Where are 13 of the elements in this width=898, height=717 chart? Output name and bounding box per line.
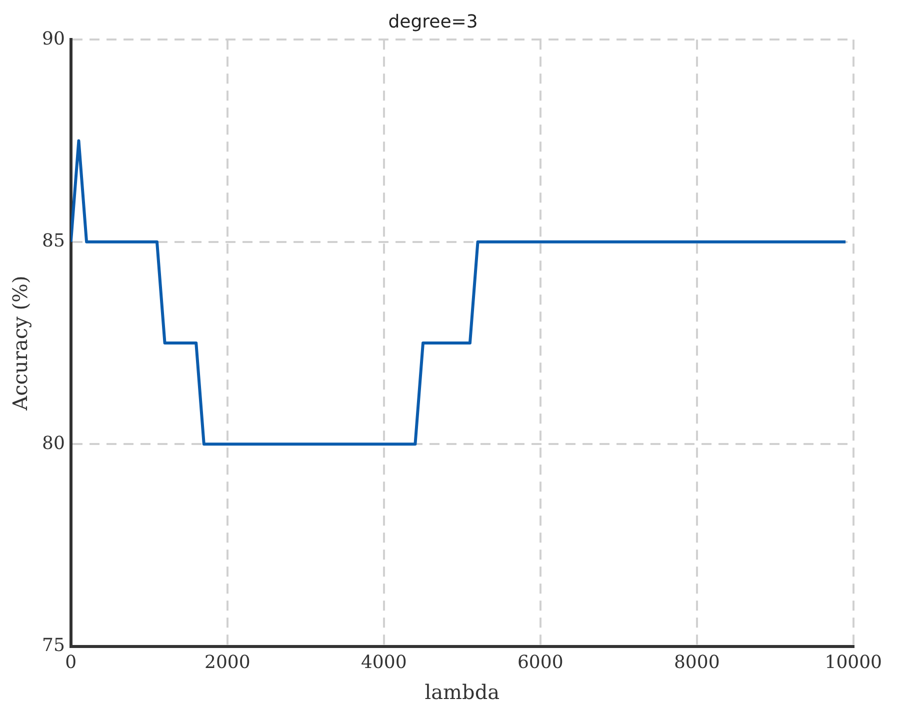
x-tick-label: 4000 (360, 652, 407, 673)
x-tick-label: 6000 (517, 652, 564, 673)
y-tick-label: 85 (42, 230, 65, 252)
y-tick-label: 80 (42, 432, 65, 454)
y-tick-label: 90 (42, 28, 65, 50)
x-tick-label: 0 (65, 652, 77, 673)
x-tick-label: 10000 (824, 652, 882, 673)
x-axis-title: lambda (424, 680, 500, 704)
x-tick-label: 8000 (674, 652, 720, 673)
x-tick-label: 2000 (204, 652, 250, 673)
y-axis-title: Accuracy (%) (8, 276, 32, 412)
y-tick-label: 75 (42, 635, 65, 656)
chart-title: degree=3 (388, 11, 478, 32)
